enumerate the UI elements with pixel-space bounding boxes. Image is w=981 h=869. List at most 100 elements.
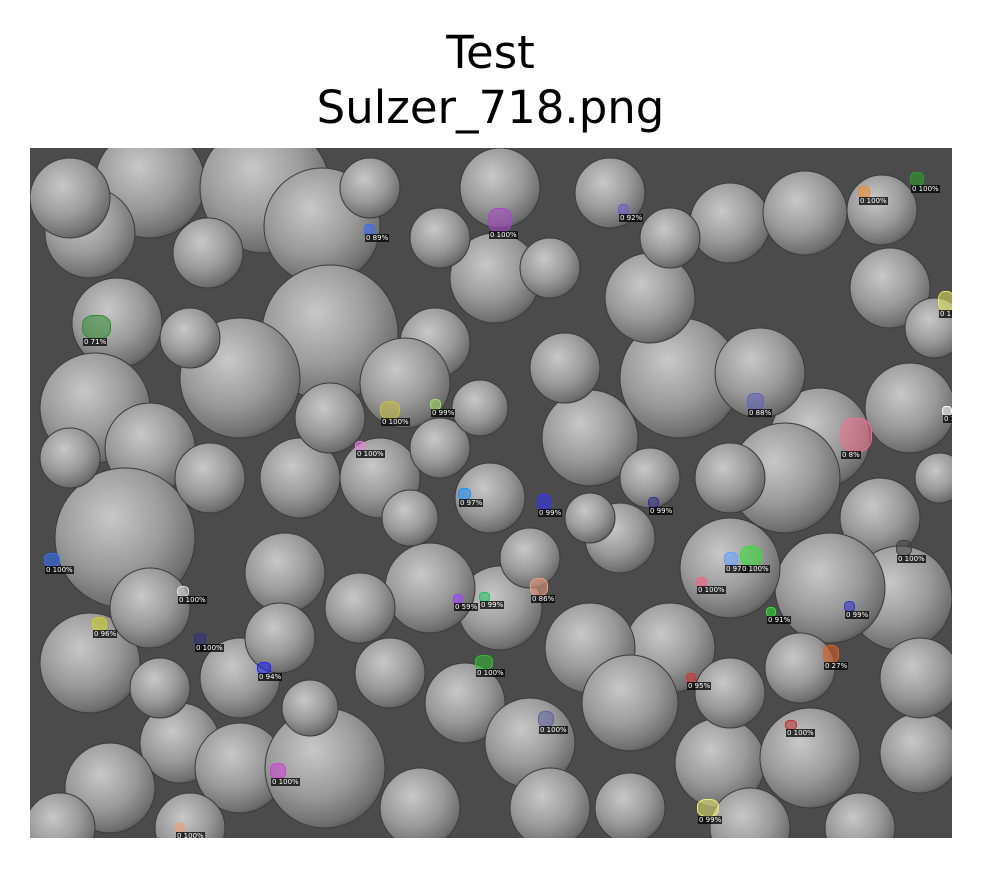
detection-box: 0 100% [175,823,205,838]
detection-box: 0 100% [896,540,926,563]
detection-label: 0 1 [943,415,952,423]
particle [879,637,952,719]
particle [339,157,401,219]
detection-box: 0 100% [355,441,385,458]
detection-box: 0 71% [82,315,111,346]
detection-box: 0 100% [910,172,940,193]
particle [454,462,526,534]
detection-box: 0 94% [257,662,283,681]
particle [172,217,244,289]
detection-box: 0 89% [364,224,390,242]
detection-box: 0 100% [488,208,518,239]
particle [424,662,506,744]
particle [129,657,191,719]
particle [154,792,226,838]
detection-label: 0 100% [539,726,568,734]
detection-box: 0 100% [380,401,410,426]
particle-field [30,148,952,838]
detection-box: 0 100% [475,655,505,677]
particle [689,182,771,264]
particle [451,379,509,437]
detection-label: 0 86% [531,595,556,603]
detection-box: 0 1 [938,291,952,318]
detection-label: 0 100% [176,832,205,838]
detection-label: 0 91% [767,616,792,624]
particle [709,787,791,838]
particle [381,489,439,547]
particle [159,307,221,369]
detection-label: 0 99% [845,611,870,619]
particle [30,792,96,838]
particle [759,707,861,809]
detection-box: 0 95% [686,673,712,690]
detection-label: 0 100% [476,669,505,677]
particle [914,452,952,504]
detection-label: 0 1 [939,310,952,318]
particle [824,792,896,838]
particle [244,532,326,614]
particle [879,712,952,794]
detection-box: 0 100% [177,586,207,604]
detection-label: 0 100% [195,644,224,652]
detection-label: 0 99% [698,816,723,824]
figure-title-line-1: Test [446,26,535,79]
particle [324,572,396,644]
particle [846,174,918,246]
detection-label: 0 100% [489,231,518,239]
detection-label: 0 100% [897,555,926,563]
detection-box: 0 99% [648,497,674,515]
detection-label: 0 99% [649,507,674,515]
particle [519,237,581,299]
figure-title-line-2: Sulzer_718.png [316,81,665,134]
detection-label: 0 100% [697,586,726,594]
detection-box: 0 96% [92,617,118,638]
detection-label: 0 100% [786,729,815,737]
detection-box: 0 86% [530,578,556,603]
detection-label: 0 97% [459,499,484,507]
particle [714,327,806,419]
detection-label: 0 100% [356,450,385,458]
detection-box: 0 100% [740,546,770,573]
particle [694,442,766,514]
detection-label: 0 71% [83,338,108,346]
particle [409,207,471,269]
detection-label: 0 59% [454,603,479,611]
sem-particle-image: 0 100% 0 89% 0 92% 0 100% 0 100% 0 71% 0 99% 0 … [30,148,952,838]
detection-box: 0 100% [194,633,224,652]
detection-box: 0 91% [766,607,792,624]
particle [281,679,339,737]
particle [564,492,616,544]
detection-label: 0 99% [480,601,505,609]
detection-label: 0 96% [93,630,118,638]
detection-box: 0 99% [844,601,870,619]
detection-label: 0 99% [538,509,563,517]
detection-box: 0 99% [479,592,505,609]
particle [30,157,111,239]
detection-box: 0 97% [724,552,750,573]
particle [379,767,461,838]
particle [581,654,679,752]
detection-label: 0 100% [911,185,940,193]
particle [244,602,316,674]
detection-label: 0 97% [725,565,750,573]
detection-box: 0 100% [858,186,888,205]
particle [762,170,848,256]
particle [774,532,886,644]
detection-box: 0 1 [942,406,952,423]
detection-box: 0 100% [785,720,815,737]
particle [604,252,696,344]
detection-box: 0 97% [458,488,484,507]
detection-label: 0 100% [741,565,770,573]
detection-box: 0 92% [618,204,644,222]
detection-label: 0 94% [258,673,283,681]
detection-box: 0 99% [537,494,563,517]
detection-label: 0 100% [859,197,888,205]
particle [529,332,601,404]
detection-label: 0 27% [824,662,849,670]
particle [509,767,591,838]
detection-box: 0 27% [823,645,849,670]
detection-box: 0 100% [44,553,74,574]
detection-box: 0 88% [747,393,773,417]
detection-label: 0 88% [748,409,773,417]
detection-label: 0 99% [431,409,456,417]
